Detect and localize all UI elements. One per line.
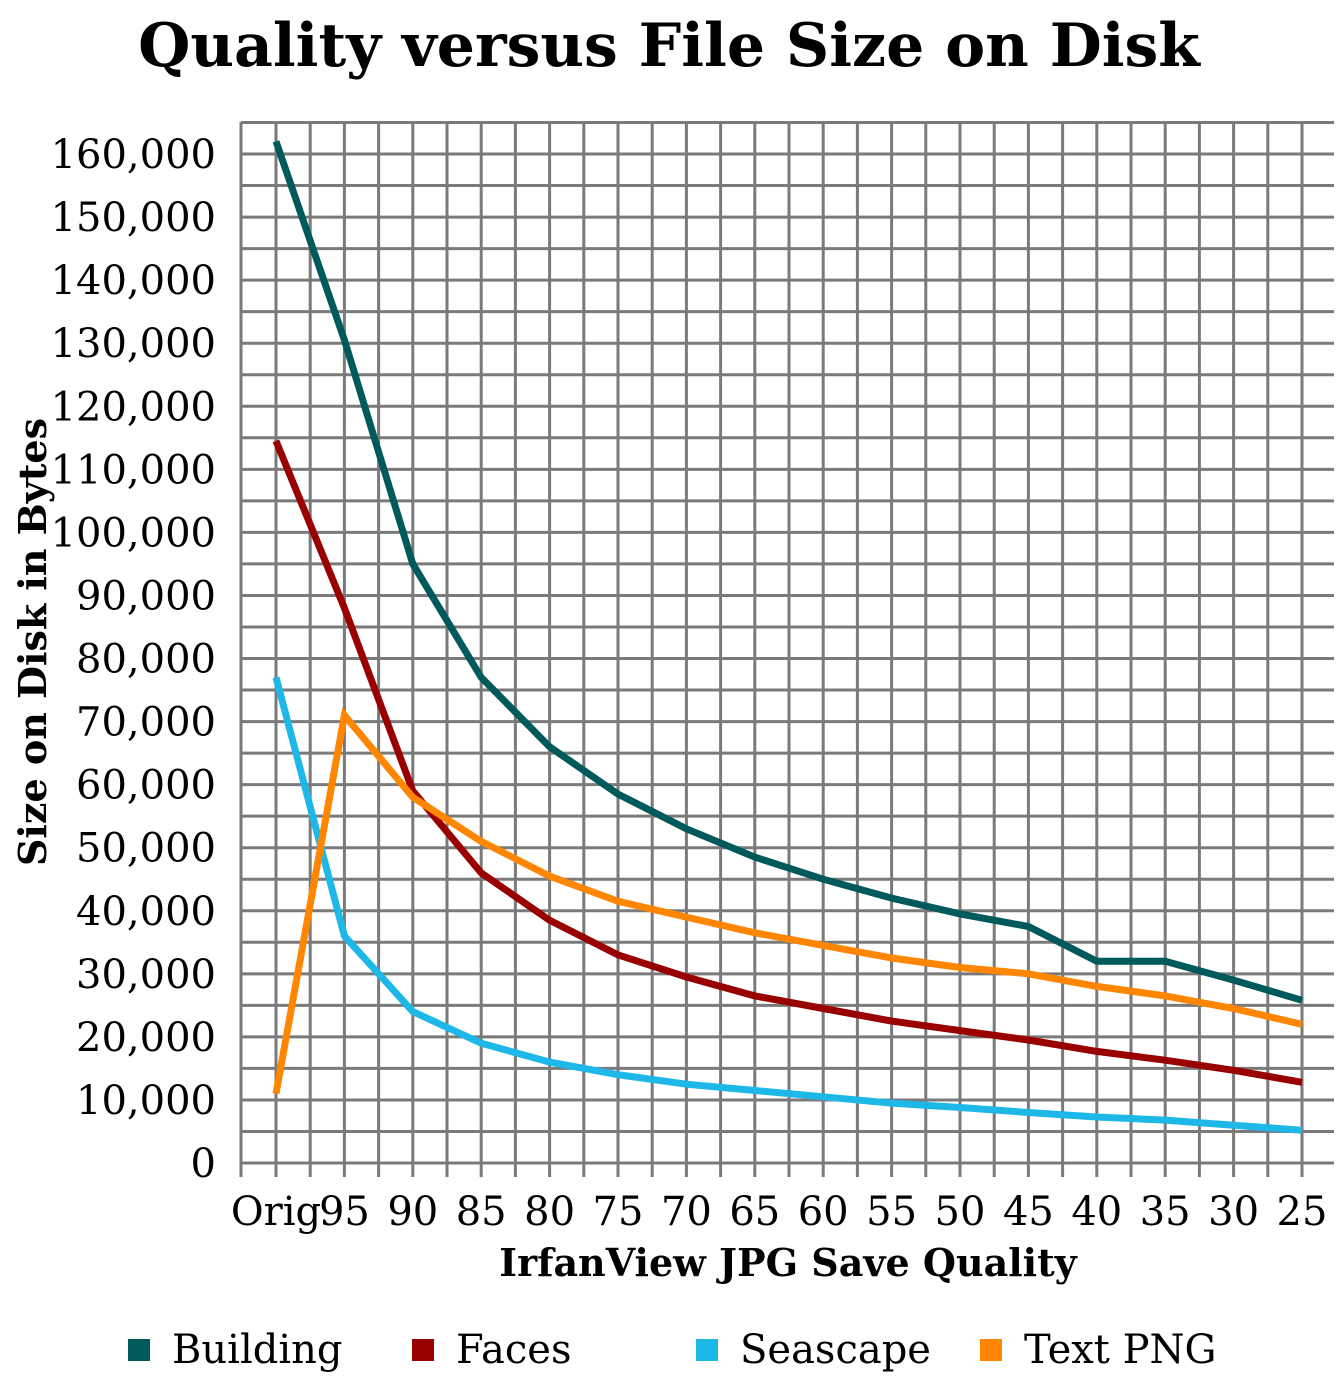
y-tick-label: 50,000 bbox=[76, 826, 216, 872]
legend-label: Seascape bbox=[740, 1327, 931, 1373]
legend-swatch bbox=[412, 1339, 434, 1361]
x-tick-label: 85 bbox=[456, 1189, 507, 1235]
legend-label: Text PNG bbox=[1024, 1327, 1217, 1373]
x-tick-label: 90 bbox=[387, 1189, 438, 1235]
chart-title: Quality versus File Size on Disk bbox=[138, 11, 1200, 81]
y-tick-label: 40,000 bbox=[76, 889, 216, 935]
y-tick-label: 70,000 bbox=[76, 700, 216, 746]
legend: Building Faces Seascape Text PNG bbox=[0, 1325, 1338, 1375]
y-tick-label: 130,000 bbox=[51, 321, 216, 367]
x-tick-label: 80 bbox=[524, 1189, 575, 1235]
legend-item-faces: Faces bbox=[412, 1325, 572, 1375]
legend-item-seascape: Seascape bbox=[696, 1325, 931, 1375]
series-line-text-png bbox=[272, 707, 1303, 1095]
grid bbox=[239, 120, 1334, 1177]
series-line-seascape bbox=[272, 676, 1303, 1134]
y-tick-label: 20,000 bbox=[76, 1015, 216, 1061]
y-tick-label: 110,000 bbox=[51, 447, 216, 493]
x-tick-label: 60 bbox=[798, 1189, 849, 1235]
y-tick-label: 30,000 bbox=[76, 952, 216, 998]
x-tick-label: 75 bbox=[593, 1189, 644, 1235]
x-tick-label: 40 bbox=[1071, 1189, 1122, 1235]
x-tick-label: 25 bbox=[1277, 1189, 1328, 1235]
y-axis-ticks: 0 10,000 20,000 30,000 40,000 50,000 60,000 70,… bbox=[51, 132, 216, 1187]
x-tick-label: 70 bbox=[661, 1189, 712, 1235]
y-tick-label: 10,000 bbox=[76, 1078, 216, 1124]
y-tick-label: 160,000 bbox=[51, 132, 216, 178]
y-tick-label: 140,000 bbox=[51, 258, 216, 304]
series-lines bbox=[272, 140, 1303, 1134]
legend-item-text-png: Text PNG bbox=[980, 1325, 1216, 1375]
x-tick-label: Orig bbox=[231, 1189, 321, 1235]
legend-item-building: Building bbox=[128, 1325, 343, 1375]
y-tick-label: 0 bbox=[191, 1141, 216, 1187]
x-tick-label: 35 bbox=[1140, 1189, 1191, 1235]
x-tick-label: 65 bbox=[729, 1189, 780, 1235]
legend-label: Building bbox=[172, 1327, 343, 1373]
x-tick-label: 30 bbox=[1208, 1189, 1259, 1235]
y-axis-title: Size on Disk in Bytes bbox=[10, 418, 55, 866]
y-tick-label: 90,000 bbox=[76, 573, 216, 619]
y-tick-label: 60,000 bbox=[76, 763, 216, 809]
legend-swatch bbox=[696, 1339, 718, 1361]
legend-swatch bbox=[980, 1339, 1002, 1361]
y-tick-label: 100,000 bbox=[51, 510, 216, 556]
y-tick-label: 80,000 bbox=[76, 637, 216, 683]
series-line-faces bbox=[272, 439, 1303, 1086]
x-axis-title: IrfanView JPG Save Quality bbox=[499, 1240, 1077, 1285]
x-tick-label: 50 bbox=[935, 1189, 986, 1235]
legend-swatch bbox=[128, 1339, 150, 1361]
series-line-building bbox=[272, 140, 1303, 1004]
y-tick-label: 120,000 bbox=[51, 384, 216, 430]
x-tick-label: 45 bbox=[1003, 1189, 1054, 1235]
line-chart: 0 10,000 20,000 30,000 40,000 50,000 60,000 70,… bbox=[10, 120, 1334, 1285]
x-tick-label: 95 bbox=[319, 1189, 370, 1235]
legend-label: Faces bbox=[456, 1327, 572, 1373]
y-tick-label: 150,000 bbox=[51, 195, 216, 241]
x-tick-label: 55 bbox=[866, 1189, 917, 1235]
